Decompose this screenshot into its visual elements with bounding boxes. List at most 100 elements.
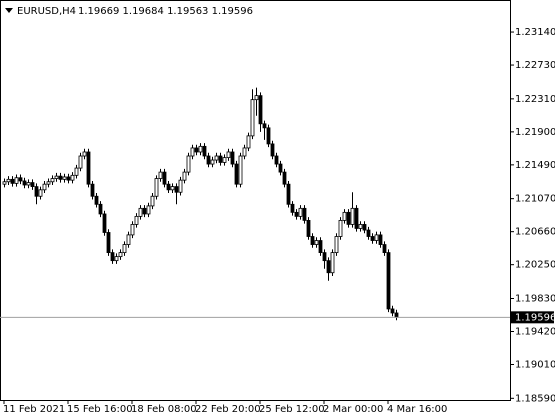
- candle-body: [22, 180, 27, 186]
- candle-body: [178, 179, 183, 193]
- candle-body: [234, 163, 239, 185]
- candle-body: [86, 151, 91, 185]
- candle-body: [266, 127, 271, 145]
- candle-body: [214, 155, 219, 161]
- y-tick-label: 1.21070: [515, 194, 555, 205]
- candle-body: [370, 236, 375, 241]
- candle-body: [314, 240, 319, 245]
- candle-body: [382, 244, 387, 254]
- candle-body: [362, 224, 367, 231]
- candle-body: [294, 211, 299, 217]
- candle-body: [198, 145, 203, 153]
- candle-body: [182, 171, 187, 181]
- y-tick-label: 1.22310: [515, 94, 555, 105]
- price-label: 1.19596: [515, 312, 555, 323]
- candle-body: [2, 181, 7, 185]
- candle-body: [374, 234, 379, 241]
- candle-body: [290, 203, 295, 213]
- candle-body: [358, 224, 363, 229]
- chart-quote: 1.19669 1.19684 1.19563 1.19596: [78, 6, 253, 17]
- candle-body: [394, 312, 399, 318]
- candle-body: [142, 207, 147, 215]
- candle-body: [282, 171, 287, 185]
- candle-body: [366, 229, 371, 237]
- candle-body: [50, 178, 55, 183]
- candle-body: [102, 213, 107, 233]
- y-tick-label: 1.19420: [515, 326, 555, 337]
- candle-body: [270, 143, 275, 157]
- candle-body: [170, 186, 175, 191]
- candle-body: [118, 252, 123, 258]
- candle-body: [126, 234, 131, 245]
- candle-body: [246, 135, 251, 149]
- y-tick-label: 1.18590: [515, 393, 555, 404]
- candle-body: [158, 171, 163, 179]
- menu-icon[interactable]: [5, 8, 13, 13]
- candle-body: [162, 171, 167, 185]
- candle-body: [70, 174, 75, 181]
- candle-body: [62, 176, 67, 180]
- candle-body: [14, 177, 19, 184]
- candle-body: [354, 207, 359, 229]
- candle-body: [254, 95, 259, 101]
- candle-body: [326, 260, 331, 274]
- candle-body: [222, 157, 227, 163]
- candle-body: [174, 186, 179, 193]
- candle-body: [78, 155, 83, 169]
- x-tick-label: 2 Mar 00:00: [323, 404, 383, 415]
- candle-body: [322, 252, 327, 262]
- candle-body: [10, 178, 15, 184]
- candle-body: [310, 236, 315, 245]
- candle-body: [262, 123, 267, 129]
- candle-body: [26, 182, 31, 186]
- x-tick-label: 22 Feb 20:00: [195, 404, 261, 415]
- y-tick-label: 1.22730: [515, 60, 555, 71]
- candle-body: [390, 308, 395, 314]
- x-tick-label: 15 Feb 16:00: [67, 404, 133, 415]
- candle-body: [166, 183, 171, 191]
- candle-body: [386, 252, 391, 310]
- x-tick-label: 18 Feb 08:00: [131, 404, 197, 415]
- candle-body: [330, 252, 335, 274]
- candle-body: [202, 145, 207, 157]
- candle-body: [54, 175, 59, 179]
- candle-body: [58, 175, 63, 180]
- candle-body: [302, 207, 307, 221]
- candle-body: [42, 183, 47, 191]
- candle-body: [250, 99, 255, 137]
- candle-body: [190, 147, 195, 157]
- candle-body: [206, 155, 211, 165]
- candle-body: [130, 224, 135, 236]
- candle-body: [82, 151, 87, 157]
- candle-body: [98, 203, 103, 215]
- y-tick-label: 1.20660: [515, 227, 555, 238]
- candle-body: [242, 147, 247, 157]
- candle-body: [134, 215, 139, 225]
- candle-body: [146, 205, 151, 215]
- candle-body: [106, 232, 111, 254]
- candle-body: [342, 211, 347, 221]
- candle-body: [74, 167, 79, 176]
- candle-body: [298, 207, 303, 217]
- y-tick-label: 1.20250: [515, 260, 555, 271]
- price-label-box: [511, 311, 554, 324]
- candle-body: [346, 211, 351, 225]
- y-tick-label: 1.21490: [515, 160, 555, 171]
- candle-body: [334, 236, 339, 254]
- candle-body: [286, 183, 291, 205]
- candle-body: [258, 95, 263, 125]
- candle-body: [238, 155, 243, 185]
- candle-body: [186, 155, 191, 173]
- candle-body: [122, 244, 127, 254]
- candle-body: [110, 252, 115, 262]
- candle-body: [38, 189, 43, 197]
- y-tick-label: 1.21900: [515, 127, 555, 138]
- candle-body: [306, 220, 311, 237]
- plot-frame: [0, 0, 511, 401]
- y-tick-label: 1.23140: [515, 27, 555, 38]
- candle-body: [18, 177, 23, 182]
- candle-body: [226, 151, 231, 159]
- candle-body: [350, 207, 355, 225]
- candle-body: [230, 151, 235, 165]
- candle-body: [278, 163, 283, 173]
